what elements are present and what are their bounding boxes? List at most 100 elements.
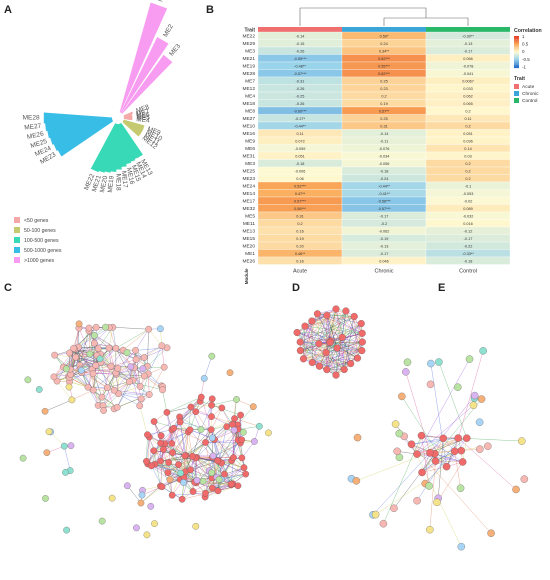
network-node xyxy=(313,310,321,318)
network-node xyxy=(463,434,471,442)
network-edge xyxy=(66,348,75,369)
cell-value: 0.25 xyxy=(380,79,387,83)
cell-value: 0.31 xyxy=(296,214,303,218)
network-edge xyxy=(438,438,444,499)
network-edge xyxy=(326,315,363,334)
cell-value: -0.31 xyxy=(296,79,305,83)
network-edge xyxy=(93,389,118,408)
module-label: ME3 xyxy=(245,161,255,167)
network-node xyxy=(41,407,49,415)
network-node xyxy=(200,375,208,382)
network-node xyxy=(197,426,205,433)
network-node xyxy=(475,418,484,426)
network-node xyxy=(476,445,484,453)
network-node xyxy=(60,442,68,450)
network-node xyxy=(221,470,228,478)
panel-label-d: D xyxy=(292,282,300,294)
network-node xyxy=(180,479,187,486)
network-edge xyxy=(103,393,119,411)
network-nodes xyxy=(19,320,272,539)
module-label: ME24 xyxy=(242,184,255,190)
module-size-circular-barplot: ME1ME2ME3ME4ME5ME6ME7ME8ME9ME10ME11ME12M… xyxy=(14,0,182,264)
network-node xyxy=(208,395,216,403)
network-edge xyxy=(116,374,142,399)
network-node xyxy=(454,434,462,442)
network-edge xyxy=(311,320,343,338)
module-label: ME16 xyxy=(242,131,255,137)
network-edge xyxy=(218,429,239,462)
network-edge xyxy=(318,343,327,370)
module-axis-label: Module xyxy=(244,268,249,284)
network-edge xyxy=(212,426,227,458)
cell-value: -0.17 xyxy=(464,237,473,241)
module-label: ME7 xyxy=(245,79,255,85)
legend-label: >1000 genes xyxy=(24,258,55,264)
network-edge xyxy=(192,429,212,457)
network-node xyxy=(393,447,401,456)
network-node xyxy=(296,346,304,355)
cell-value: 0.11 xyxy=(464,117,471,121)
network-edge xyxy=(168,431,189,463)
network-edge xyxy=(180,421,212,430)
cell-value: 0.2 xyxy=(465,109,470,113)
cell-value: -0.14 xyxy=(380,132,389,136)
network-node xyxy=(19,454,27,462)
network-node xyxy=(192,408,200,416)
cell-value: -0.062 xyxy=(379,229,390,233)
bar-label-me17: ME17 xyxy=(120,171,129,189)
network-edge xyxy=(237,406,254,425)
cell-value: -0.26 xyxy=(296,102,305,106)
network-edge xyxy=(317,313,362,351)
network-node xyxy=(92,362,100,369)
network-node xyxy=(199,477,207,485)
cell-value: 0.19 xyxy=(296,237,303,241)
network-edge xyxy=(44,399,73,412)
network-node xyxy=(86,350,94,358)
network-edge xyxy=(303,316,355,359)
network-edge xyxy=(135,350,149,374)
bar-me14 xyxy=(120,123,139,160)
network-node xyxy=(143,457,150,465)
network-edge xyxy=(75,342,95,358)
module-label: ME20 xyxy=(242,244,255,250)
cell-value: 0.57*** xyxy=(294,199,306,203)
network-edge xyxy=(304,326,337,376)
network-edge xyxy=(337,333,363,349)
network-node xyxy=(175,461,182,468)
module-label: ME15 xyxy=(242,236,255,242)
trait-header-chronic xyxy=(342,27,426,32)
legend-gradient-step xyxy=(514,63,519,65)
network-edge xyxy=(335,308,343,338)
network-node xyxy=(439,434,447,443)
network-edge xyxy=(115,329,149,349)
network-node xyxy=(413,450,421,458)
network-edge xyxy=(234,418,260,427)
cell-value: -0.30** xyxy=(462,34,474,38)
network-edge xyxy=(401,396,447,467)
cell-value: 0.57** xyxy=(379,109,390,113)
cell-value: 0.25 xyxy=(380,117,387,121)
module-trait-heatmap: Trait -0.14 0.50* -0.30**-0.15 0.24 -0.13-0.… xyxy=(242,7,542,284)
network-node xyxy=(347,360,355,368)
cell-value: -0.17 xyxy=(380,252,389,256)
cell-value: -0.18 xyxy=(464,259,473,263)
network-node xyxy=(454,383,462,391)
cell-value: -0.48** xyxy=(294,64,306,68)
network-edge xyxy=(56,380,73,400)
network-node xyxy=(332,371,340,379)
network-node xyxy=(338,333,346,341)
network-node xyxy=(168,491,176,499)
network-node xyxy=(147,503,155,510)
legend-tick: -0.5 xyxy=(522,57,530,62)
network-node xyxy=(132,347,139,354)
network-edge xyxy=(231,460,246,475)
network-node xyxy=(226,369,234,377)
network-edge xyxy=(329,342,337,376)
network-edge xyxy=(134,367,142,399)
network-edge xyxy=(118,393,150,395)
network-edge xyxy=(172,493,206,496)
network-node xyxy=(340,365,348,374)
network-node xyxy=(457,542,466,551)
network-node xyxy=(66,349,73,357)
